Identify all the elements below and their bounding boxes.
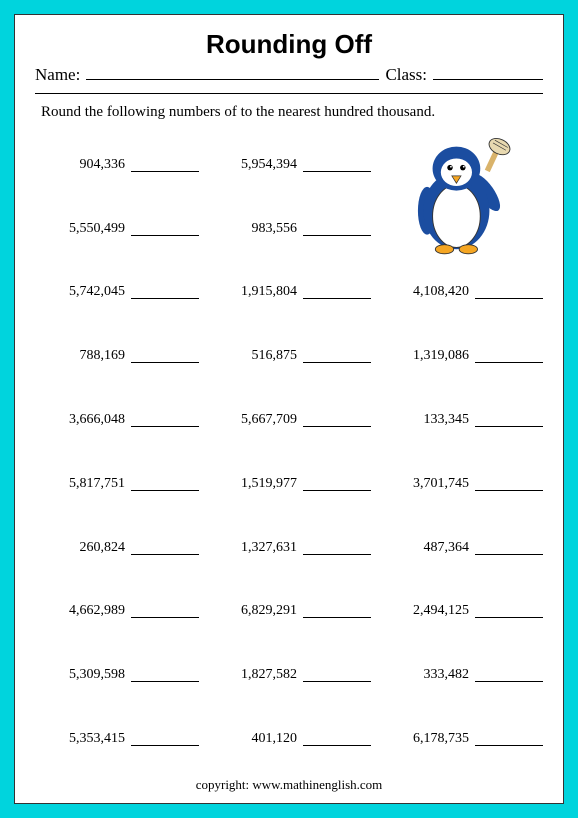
answer-line[interactable]: [131, 732, 199, 746]
problem-number: 1,915,804: [235, 284, 297, 300]
problem-cell: 6,829,291: [207, 580, 371, 644]
class-input-line[interactable]: [433, 64, 543, 80]
problem-number: 3,666,048: [63, 412, 125, 428]
problem-number: 133,345: [407, 412, 469, 428]
problem-cell: 5,742,045: [35, 261, 199, 325]
header-row: Name: Class:: [35, 64, 543, 85]
divider: [35, 93, 543, 94]
problem-cell: 5,353,415: [35, 707, 199, 771]
class-label: Class:: [385, 65, 427, 85]
answer-line[interactable]: [303, 413, 371, 427]
problem-cell: 5,954,394: [207, 133, 371, 197]
problem-cell: 5,309,598: [35, 643, 199, 707]
problem-number: 516,875: [235, 348, 297, 364]
problem-number: 487,364: [407, 540, 469, 556]
problem-cell: 1,827,582: [207, 643, 371, 707]
name-input-line[interactable]: [86, 64, 379, 80]
problem-cell: 5,817,751: [35, 452, 199, 516]
problem-cell: 260,824: [35, 516, 199, 580]
answer-line[interactable]: [475, 604, 543, 618]
problem-cell: 1,915,804: [207, 261, 371, 325]
answer-line[interactable]: [475, 477, 543, 491]
problem-cell: 6,178,735: [379, 707, 543, 771]
problem-number: 1,319,086: [407, 348, 469, 364]
answer-line[interactable]: [131, 668, 199, 682]
problem-number: 5,954,394: [235, 157, 297, 173]
problem-cell: 1,319,086: [379, 324, 543, 388]
problem-cell: 516,875: [207, 324, 371, 388]
problem-number: 5,667,709: [235, 412, 297, 428]
answer-line[interactable]: [303, 285, 371, 299]
answer-line[interactable]: [303, 158, 371, 172]
answer-line[interactable]: [131, 285, 199, 299]
problem-number: 5,353,415: [63, 731, 125, 747]
answer-line[interactable]: [131, 477, 199, 491]
problem-number: 5,742,045: [63, 284, 125, 300]
problem-cell: 904,336: [35, 133, 199, 197]
problem-number: 788,169: [63, 348, 125, 364]
problem-number: 4,108,420: [407, 284, 469, 300]
problem-number: 5,309,598: [63, 667, 125, 683]
problem-number: 1,827,582: [235, 667, 297, 683]
answer-line[interactable]: [475, 349, 543, 363]
answer-line[interactable]: [131, 413, 199, 427]
problem-number: 2,494,125: [407, 603, 469, 619]
problem-cell: 333,482: [379, 643, 543, 707]
problem-number: 1,519,977: [235, 476, 297, 492]
answer-line[interactable]: [131, 604, 199, 618]
problem-cell: 983,556: [207, 197, 371, 261]
penguin-illustration: [379, 133, 543, 261]
problem-cell: 133,345: [379, 388, 543, 452]
answer-line[interactable]: [131, 541, 199, 555]
problem-number: 6,178,735: [407, 731, 469, 747]
answer-line[interactable]: [303, 477, 371, 491]
problem-cell: 3,701,745: [379, 452, 543, 516]
answer-line[interactable]: [131, 222, 199, 236]
problem-number: 4,662,989: [63, 603, 125, 619]
problem-cell: 1,327,631: [207, 516, 371, 580]
answer-line[interactable]: [303, 604, 371, 618]
copyright-text: copyright: www.mathinenglish.com: [35, 777, 543, 793]
answer-line[interactable]: [303, 732, 371, 746]
instruction-text: Round the following numbers of to the ne…: [35, 104, 543, 121]
problem-cell: 1,519,977: [207, 452, 371, 516]
name-label: Name:: [35, 65, 80, 85]
answer-line[interactable]: [303, 668, 371, 682]
answer-line[interactable]: [131, 158, 199, 172]
problem-cell: 5,667,709: [207, 388, 371, 452]
problem-cell: 2,494,125: [379, 580, 543, 644]
problem-number: 333,482: [407, 667, 469, 683]
answer-line[interactable]: [475, 732, 543, 746]
worksheet-page: Rounding Off Name: Class: Round the foll…: [14, 14, 564, 804]
problem-cell: 5,550,499: [35, 197, 199, 261]
problem-number: 1,327,631: [235, 540, 297, 556]
problem-number: 5,817,751: [63, 476, 125, 492]
answer-line[interactable]: [475, 413, 543, 427]
problem-number: 5,550,499: [63, 221, 125, 237]
answer-line[interactable]: [475, 668, 543, 682]
problem-number: 401,120: [235, 731, 297, 747]
problem-cell: 401,120: [207, 707, 371, 771]
problem-cell: 4,662,989: [35, 580, 199, 644]
problem-number: 260,824: [63, 540, 125, 556]
answer-line[interactable]: [131, 349, 199, 363]
problem-number: 983,556: [235, 221, 297, 237]
problems-grid: 904,336 5,954,394 5,550,499 983,556 5,742,04…: [35, 133, 543, 771]
problem-number: 3,701,745: [407, 476, 469, 492]
answer-line[interactable]: [475, 541, 543, 555]
answer-line[interactable]: [303, 222, 371, 236]
answer-line[interactable]: [303, 541, 371, 555]
problem-cell: 487,364: [379, 516, 543, 580]
problem-number: 904,336: [63, 157, 125, 173]
problem-cell: 3,666,048: [35, 388, 199, 452]
problem-cell: 4,108,420: [379, 261, 543, 325]
problem-number: 6,829,291: [235, 603, 297, 619]
problem-cell: 788,169: [35, 324, 199, 388]
answer-line[interactable]: [475, 285, 543, 299]
page-title: Rounding Off: [35, 29, 543, 60]
answer-line[interactable]: [303, 349, 371, 363]
